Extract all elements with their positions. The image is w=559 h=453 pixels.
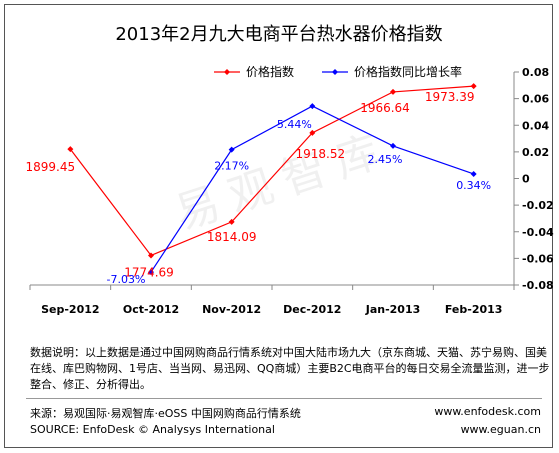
- data-point: [309, 129, 316, 136]
- data-label: 5.44%: [277, 118, 312, 131]
- legend-label: 价格指数: [246, 64, 294, 79]
- data-point: [390, 88, 396, 95]
- data-label: 2.17%: [214, 160, 249, 173]
- data-point: [67, 146, 74, 153]
- chart-title: 2013年2月九大电商平台热水器价格指数: [115, 24, 442, 45]
- x-tick-label: Dec-2012: [283, 303, 341, 316]
- y-tick-label: 0.02: [522, 146, 549, 159]
- chart-frame: [4, 4, 553, 448]
- data-point: [390, 142, 396, 149]
- data-point: [228, 146, 235, 153]
- y-tick-label: -0.02: [522, 199, 554, 212]
- data-label: 2.45%: [368, 153, 403, 166]
- source-url-enfodesk[interactable]: www.enfodesk.com: [434, 405, 541, 418]
- x-tick-label: Oct-2012: [123, 303, 179, 316]
- chart-svg: 2013年2月九大电商平台热水器价格指数 Sep-2012 Oct-2012 Nov…: [26, 24, 555, 316]
- data-label: 1774.69: [124, 265, 174, 279]
- data-label: 1973.39: [425, 90, 475, 104]
- data-point: [470, 83, 477, 90]
- source-en: SOURCE: EnfoDesk © Analysys Internationa…: [30, 423, 275, 436]
- legend-marker: [224, 69, 230, 75]
- data-label: 1918.52: [296, 147, 346, 161]
- y-tick-label: -0.08: [522, 279, 554, 292]
- source-cn: 来源：易观国际·易观智库·eOSS 中国网购商品行情系统: [30, 407, 301, 420]
- data-point: [470, 170, 477, 177]
- source-url-eguan[interactable]: www.eguan.cn: [460, 423, 541, 436]
- data-label: 1966.64: [360, 101, 410, 115]
- legend-marker: [332, 69, 338, 75]
- divider: [26, 398, 542, 399]
- data-notes: 数据说明：以上数据是通过中国网购商品行情系统对中国大陆市场九大（京东商城、天猫、…: [30, 346, 550, 391]
- x-tick-label: Sep-2012: [41, 303, 99, 316]
- data-point: [148, 269, 154, 276]
- y-tick-label: 0.06: [522, 93, 549, 106]
- data-label: 1814.09: [207, 230, 257, 244]
- data-label: -7.03%: [107, 273, 146, 286]
- x-tick-label: Nov-2012: [202, 303, 261, 316]
- series-line-0: [69, 85, 474, 257]
- data-label: 0.34%: [456, 179, 491, 192]
- x-tick-label: Feb-2013: [445, 303, 503, 316]
- y-tick-label: 0.04: [522, 119, 549, 132]
- data-point: [148, 252, 154, 259]
- y-tick-label: 0.08: [522, 66, 549, 79]
- y-tick-label: 0: [522, 173, 530, 186]
- data-label: 1899.45: [26, 160, 76, 174]
- data-point: [309, 103, 316, 110]
- y-tick-label: -0.06: [522, 252, 554, 265]
- data-point: [228, 218, 235, 225]
- y-tick-label: -0.04: [522, 226, 554, 239]
- legend-label: 价格指数同比增长率: [354, 64, 462, 79]
- x-tick-label: Jan-2013: [365, 303, 421, 316]
